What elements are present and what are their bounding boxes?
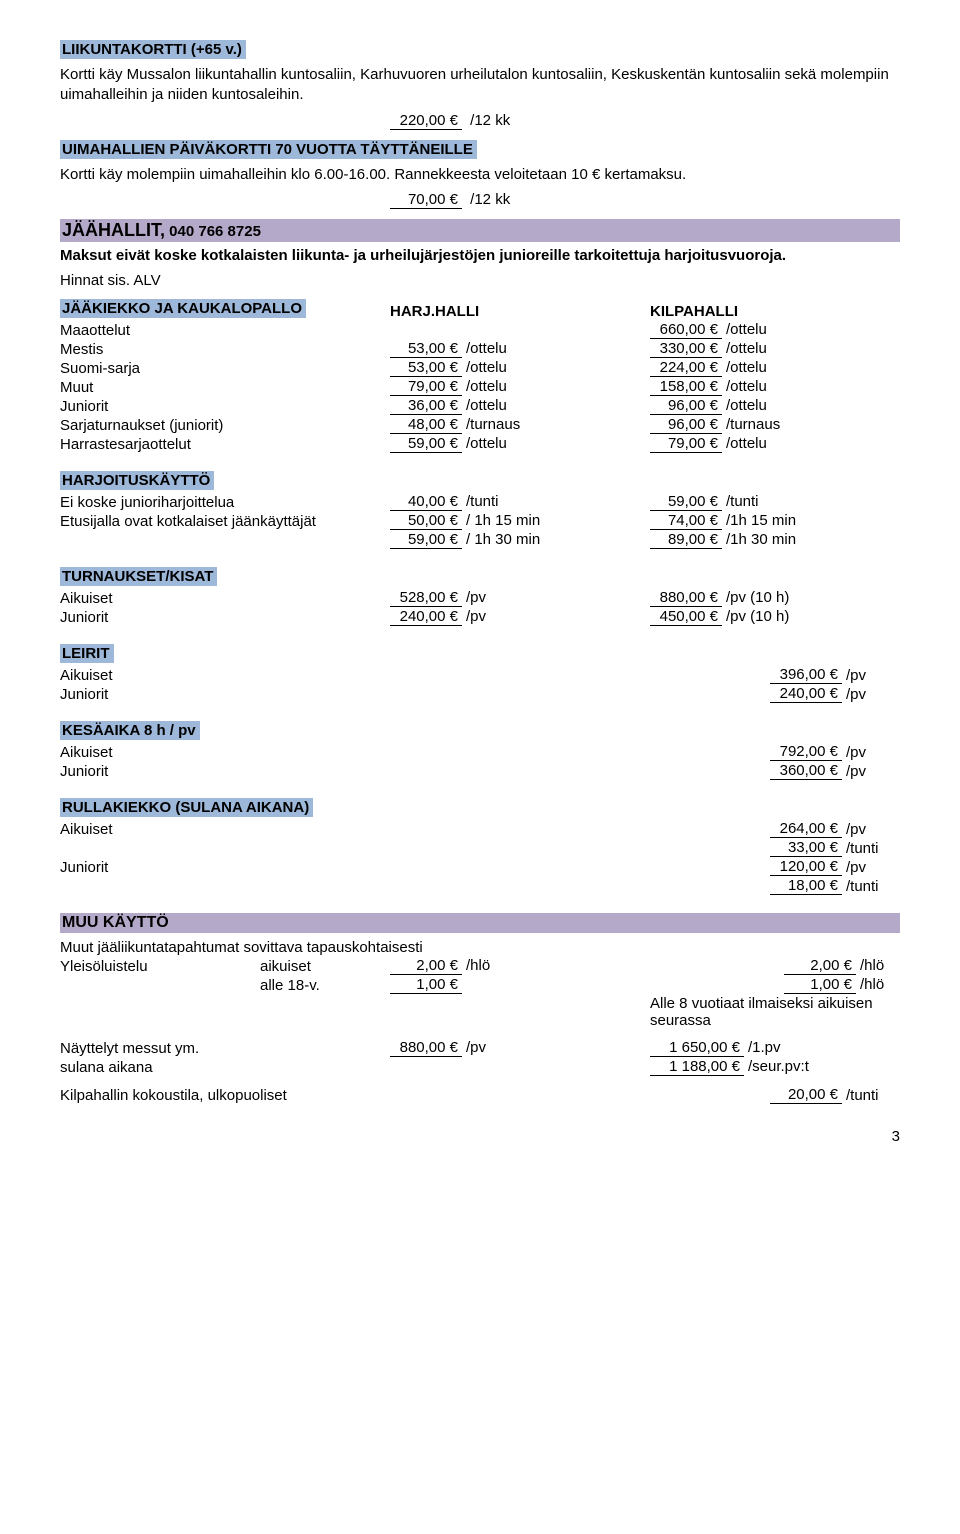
- table-row: Ei koske junioriharjoittelua40,00 €/tunt…: [60, 493, 900, 511]
- price-unit: /12 kk: [470, 191, 510, 208]
- row-label: Mestis: [60, 341, 390, 358]
- header-jaakiekko: JÄÄKIEKKO JA KAUKALOPALLO: [60, 299, 306, 318]
- section-leirit: LEIRIT Aikuiset396,00 €/pvJuniorit240,00…: [60, 644, 900, 703]
- row-label: Aikuiset: [60, 744, 770, 761]
- table-row: 59,00 €/ 1h 30 min89,00 €/1h 30 min: [60, 531, 900, 549]
- table-row: Etusijalla ovat kotkalaiset jäänkäyttäjä…: [60, 512, 900, 530]
- table-row: 18,00 €/tunti: [60, 877, 900, 895]
- table-row: alle 18-v.1,00 €1,00 €/hlö: [60, 976, 900, 994]
- header-harjoitus: HARJOITUSKÄYTTÖ: [60, 471, 214, 490]
- table-row: Aikuiset528,00 €/pv880,00 €/pv (10 h): [60, 589, 900, 607]
- table-row: Harrastesarjaottelut59,00 €/ottelu79,00 …: [60, 435, 900, 453]
- section-turnaukset: TURNAUKSET/KISAT Aikuiset528,00 €/pv880,…: [60, 567, 900, 626]
- price-unit: /12 kk: [470, 112, 510, 129]
- table-row: Juniorit360,00 €/pv: [60, 762, 900, 780]
- row-label: Aikuiset: [60, 667, 770, 684]
- table-row: Juniorit240,00 €/pv: [60, 685, 900, 703]
- row-label: Juniorit: [60, 686, 770, 703]
- row-label: Harrastesarjaottelut: [60, 436, 390, 453]
- price-value: 70,00 €: [390, 191, 462, 209]
- row-label: Aikuiset: [60, 590, 390, 607]
- header-muu: MUU KÄYTTÖ: [60, 913, 900, 933]
- muu-note-row: Alle 8 vuotiaat ilmaiseksi aikuisen seur…: [60, 995, 900, 1029]
- jaahallit-note2: Hinnat sis. ALV: [60, 272, 900, 289]
- kokous-row: Kilpahallin kokoustila, ulkopuoliset 20,…: [60, 1086, 900, 1104]
- section-muu: MUU KÄYTTÖ Muut jääliikuntatapahtumat so…: [60, 913, 900, 1104]
- col-harjhalli: HARJ.HALLI: [390, 303, 650, 320]
- table-row: Aikuiset792,00 €/pv: [60, 743, 900, 761]
- row-label: Muut: [60, 379, 390, 396]
- row-label: Maaottelut: [60, 322, 390, 339]
- header-turnaukset: TURNAUKSET/KISAT: [60, 567, 217, 586]
- table-row: Muut79,00 €/ottelu158,00 €/ottelu: [60, 378, 900, 396]
- header-kesa: KESÄAIKA 8 h / pv: [60, 721, 200, 740]
- section-rulla: RULLAKIEKKO (SULANA AIKANA) Aikuiset264,…: [60, 798, 900, 895]
- table-row: Suomi-sarja53,00 €/ottelu224,00 €/ottelu: [60, 359, 900, 377]
- desc-liikuntakortti: Kortti käy Mussalon liikuntahallin kunto…: [60, 65, 900, 106]
- sulana-label: sulana aikana: [60, 1059, 390, 1076]
- table-row: Aikuiset396,00 €/pv: [60, 666, 900, 684]
- muu-note: Alle 8 vuotiaat ilmaiseksi aikuisen seur…: [650, 995, 900, 1029]
- row-label: Juniorit: [60, 398, 390, 415]
- table-row: Aikuiset264,00 €/pv: [60, 820, 900, 838]
- jaahallit-note1: Maksut eivät koske kotkalaisten liikunta…: [60, 246, 900, 266]
- price-row: 70,00 € /12 kk: [60, 191, 900, 209]
- header-uimahalli: UIMAHALLIEN PÄIVÄKORTTI 70 VUOTTA TÄYTTÄ…: [60, 140, 477, 159]
- muu-line1: Muut jääliikuntatapahtumat sovittava tap…: [60, 939, 900, 956]
- row-sublabel: alle 18-v.: [260, 977, 390, 994]
- table-row: Juniorit36,00 €/ottelu96,00 €/ottelu: [60, 397, 900, 415]
- row-label: Ei koske junioriharjoittelua: [60, 494, 390, 511]
- row-label: Etusijalla ovat kotkalaiset jäänkäyttäjä…: [60, 513, 390, 530]
- nayttelyt-row: Näyttelyt messut ym. 880,00 €/pv 1 650,0…: [60, 1039, 900, 1057]
- row-sublabel: aikuiset: [260, 958, 390, 975]
- row-label: Suomi-sarja: [60, 360, 390, 377]
- section-liikuntakortti: LIIKUNTAKORTTI (+65 v.) Kortti käy Mussa…: [60, 40, 900, 130]
- header-leirit: LEIRIT: [60, 644, 114, 663]
- sulana-row: sulana aikana 1 188,00 €/seur.pv:t: [60, 1058, 900, 1076]
- section-harjoitus: HARJOITUSKÄYTTÖ Ei koske junioriharjoitt…: [60, 471, 900, 549]
- section-kesa: KESÄAIKA 8 h / pv Aikuiset792,00 €/pvJun…: [60, 721, 900, 780]
- page-number: 3: [60, 1128, 900, 1145]
- price-value: 220,00 €: [390, 112, 462, 130]
- header-rulla: RULLAKIEKKO (SULANA AIKANA): [60, 798, 313, 817]
- table-row: Mestis53,00 €/ottelu330,00 €/ottelu: [60, 340, 900, 358]
- row-label: Juniorit: [60, 763, 770, 780]
- kokous-label: Kilpahallin kokoustila, ulkopuoliset: [60, 1087, 770, 1104]
- section-jaahallit: JÄÄHALLIT, 040 766 8725 Maksut eivät kos…: [60, 219, 900, 289]
- table-row: 33,00 €/tunti: [60, 839, 900, 857]
- table-row: Yleisöluisteluaikuiset2,00 €/hlö2,00 €/h…: [60, 957, 900, 975]
- row-label: Juniorit: [60, 609, 390, 626]
- header-jaahallit: JÄÄHALLIT, 040 766 8725: [60, 219, 900, 242]
- row-label: Juniorit: [60, 859, 770, 876]
- table-row: Juniorit120,00 €/pv: [60, 858, 900, 876]
- price-row: 220,00 € /12 kk: [60, 112, 900, 130]
- row-label: Sarjaturnaukset (juniorit): [60, 417, 390, 434]
- section-uimahalli: UIMAHALLIEN PÄIVÄKORTTI 70 VUOTTA TÄYTTÄ…: [60, 140, 900, 209]
- table-row: Sarjaturnaukset (juniorit)48,00 €/turnau…: [60, 416, 900, 434]
- col-kilpahalli: KILPAHALLI: [650, 303, 900, 320]
- row-label: Yleisöluistelu: [60, 958, 260, 975]
- row-label: Aikuiset: [60, 821, 770, 838]
- table-row: Maaottelut660,00 €/ottelu: [60, 321, 900, 339]
- table-row: Juniorit240,00 €/pv450,00 €/pv (10 h): [60, 608, 900, 626]
- header-liikuntakortti: LIIKUNTAKORTTI (+65 v.): [60, 40, 246, 59]
- desc-uimahalli: Kortti käy molempiin uimahalleihin klo 6…: [60, 165, 900, 185]
- section-jaakiekko: JÄÄKIEKKO JA KAUKALOPALLO HARJ.HALLI KIL…: [60, 299, 900, 453]
- nayttelyt-label: Näyttelyt messut ym.: [60, 1040, 390, 1057]
